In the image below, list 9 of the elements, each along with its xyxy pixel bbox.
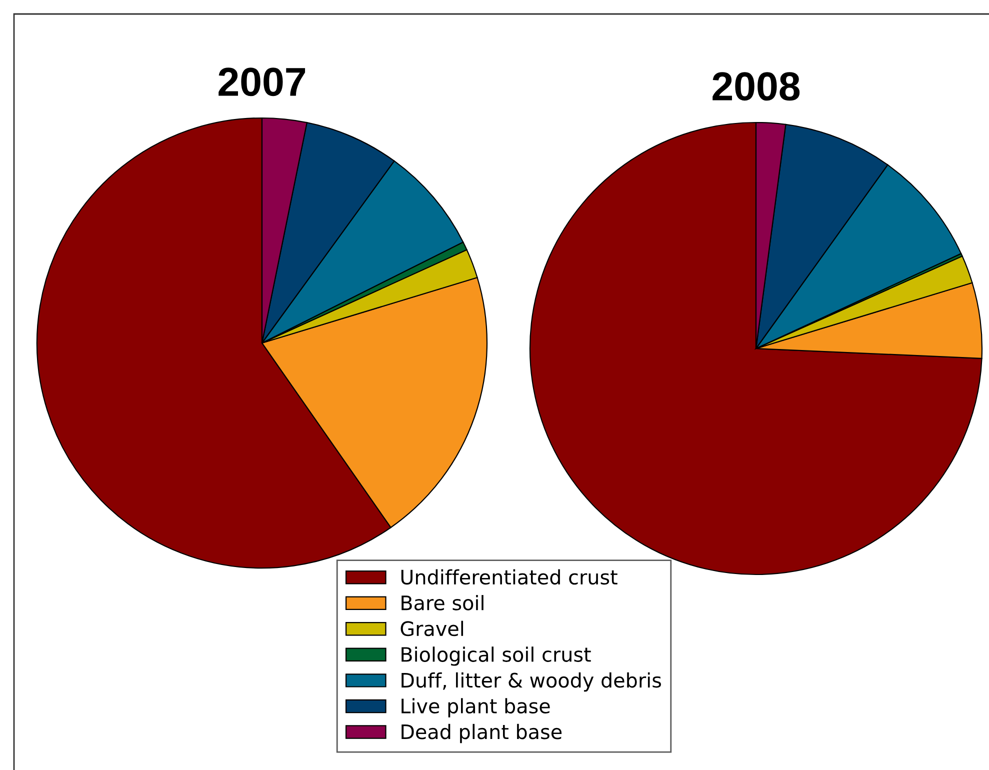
legend-label: Gravel: [400, 620, 464, 636]
chart-title: 2007: [218, 68, 306, 96]
legend-label: Bare soil: [402, 595, 484, 610]
legend-label: Biological soil crust: [402, 646, 591, 666]
legend-label: Undifferentiated crust: [401, 569, 618, 585]
legend-label: Dead plant base: [402, 724, 562, 744]
legend-label: Duff, litter & woody debris: [402, 672, 661, 692]
legend-label: Live plant base: [402, 698, 550, 718]
chart-title: 2008: [712, 72, 800, 101]
